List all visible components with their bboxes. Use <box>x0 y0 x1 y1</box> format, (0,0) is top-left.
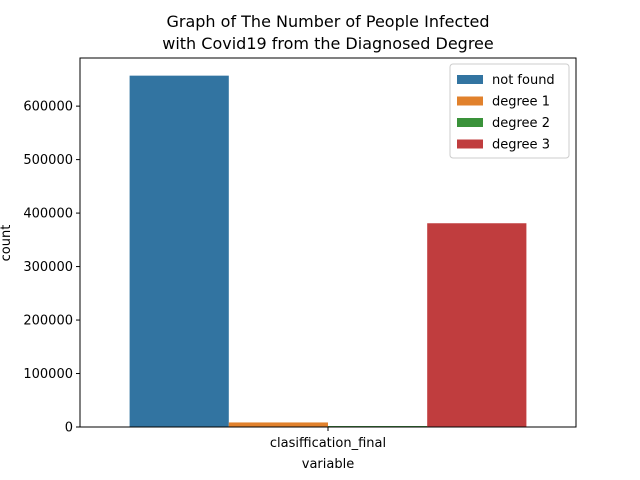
y-tick-label: 300000 <box>23 260 73 275</box>
bars-group <box>129 75 527 428</box>
legend-label-degree-2: degree 2 <box>492 116 550 131</box>
legend-swatch-degree-2 <box>457 118 483 127</box>
y-tick-label: 500000 <box>23 153 73 168</box>
x-axis: clasiffication_final <box>270 427 386 451</box>
legend: not found degree 1 degree 2 degree 3 <box>449 63 570 159</box>
x-tick-label: clasiffication_final <box>270 436 386 451</box>
legend-swatch-not-found <box>457 75 483 84</box>
legend-label-degree-1: degree 1 <box>492 95 550 110</box>
x-axis-label: variable <box>302 457 354 472</box>
legend-swatch-degree-3 <box>457 139 483 149</box>
chart-title-line-1: Graph of The Number of People Infected <box>166 12 489 31</box>
bar-degree-1 <box>228 422 328 427</box>
plot-frame <box>79 57 577 428</box>
bar-not-found <box>129 75 229 428</box>
y-axis-label: count <box>0 225 14 262</box>
y-tick-label: 400000 <box>23 207 73 222</box>
y-axis: 0 100000 200000 300000 400000 500000 600000 <box>23 100 80 436</box>
bar-degree-3 <box>427 223 527 427</box>
legend-label-degree-3: degree 3 <box>492 138 550 153</box>
y-tick-label: 200000 <box>23 314 73 329</box>
y-tick-label: 100000 <box>23 367 73 382</box>
legend-label-not-found: not found <box>492 73 555 88</box>
y-tick-label: 0 <box>65 421 73 436</box>
chart-title-line-2: with Covid19 from the Diagnosed Degree <box>162 34 493 53</box>
legend-swatch-degree-1 <box>457 96 483 106</box>
legend-box <box>449 63 570 159</box>
y-tick-label: 600000 <box>23 100 73 115</box>
